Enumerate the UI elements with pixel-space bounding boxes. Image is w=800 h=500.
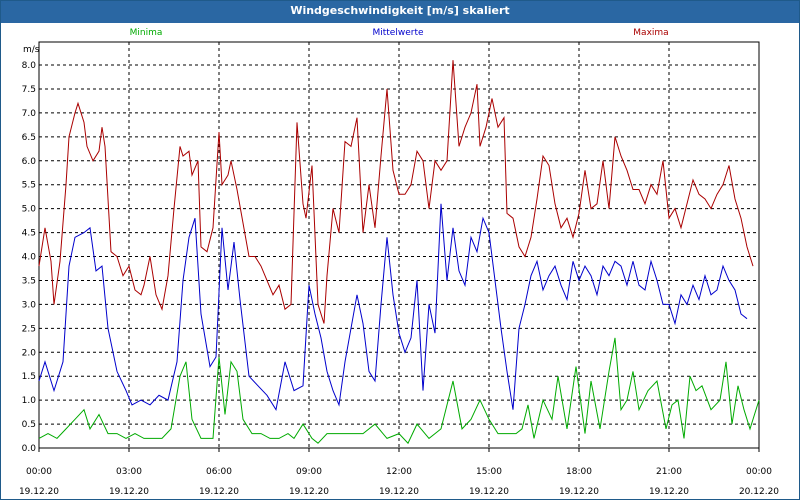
- x-tick-time: 09:00: [296, 467, 322, 477]
- y-tick-label: 1.0: [22, 396, 37, 406]
- grid: [39, 42, 759, 449]
- y-tick-label: 5.0: [22, 205, 37, 215]
- y-tick-label: 8.0: [22, 61, 37, 71]
- y-tick-label: 5.5: [22, 181, 36, 191]
- y-tick-label: 7.5: [22, 85, 36, 95]
- x-tick-time: 00:00: [746, 467, 772, 477]
- y-tick-label: 2.5: [22, 324, 36, 334]
- legend-maxima: Maxima: [633, 28, 668, 38]
- y-tick-label: 0.0: [22, 444, 37, 454]
- y-tick-label: 1.5: [22, 372, 36, 382]
- x-tick-time: 00:00: [26, 467, 52, 477]
- x-tick-time: 12:00: [386, 467, 412, 477]
- wind-speed-chart: 0.0 0.5 1.0 1.5 2.0 2.5 3.0 3.5 4.0 4.5 5.0 5.5 6.0 6…: [19, 28, 779, 497]
- y-tick-label: 6.0: [22, 157, 37, 167]
- x-tick-date: 20.12.20: [739, 487, 779, 497]
- axes: 0.0 0.5 1.0 1.5 2.0 2.5 3.0 3.5 4.0 4.5 5.0 5.5 6.0 6…: [19, 41, 779, 497]
- y-tick-label: 2.0: [22, 348, 37, 358]
- x-tick-time: 06:00: [206, 467, 232, 477]
- y-tick-label: 4.5: [22, 229, 36, 239]
- x-tick-date: 19.12.20: [379, 487, 419, 497]
- y-tick-label: 7.0: [22, 109, 37, 119]
- x-tick-date: 19.12.20: [19, 487, 59, 497]
- legend-mittelwerte: Mittelwerte: [372, 28, 423, 38]
- y-tick-label: 3.5: [22, 276, 36, 286]
- x-tick-date: 19.12.20: [199, 487, 239, 497]
- x-tick-date: 19.12.20: [289, 487, 329, 497]
- series-lines: [38, 60, 760, 445]
- series-line-mittelwerte: [38, 203, 748, 412]
- x-tick-time: 21:00: [656, 467, 682, 477]
- legend-minima: Minima: [130, 28, 163, 38]
- x-tick-time: 03:00: [116, 467, 142, 477]
- x-tick-date: 19.12.20: [649, 487, 689, 497]
- x-tick-date: 19.12.20: [109, 487, 149, 497]
- legend: Minima Mittelwerte Maxima: [130, 28, 669, 38]
- window-title: Windgeschwindigkeit [m/s] skaliert: [1, 1, 799, 23]
- series-line-minima: [38, 337, 760, 445]
- y-axis-label: m/s: [23, 45, 40, 55]
- x-tick-time: 18:00: [566, 467, 592, 477]
- x-tick-date: 19.12.20: [559, 487, 599, 497]
- y-tick-label: 4.0: [22, 253, 37, 263]
- x-tick-date: 19.12.20: [469, 487, 509, 497]
- y-tick-label: 6.5: [22, 133, 36, 143]
- series-line-maxima: [38, 60, 754, 324]
- y-tick-label: 0.5: [22, 420, 36, 430]
- x-tick-time: 15:00: [476, 467, 502, 477]
- y-tick-label: 3.0: [22, 300, 37, 310]
